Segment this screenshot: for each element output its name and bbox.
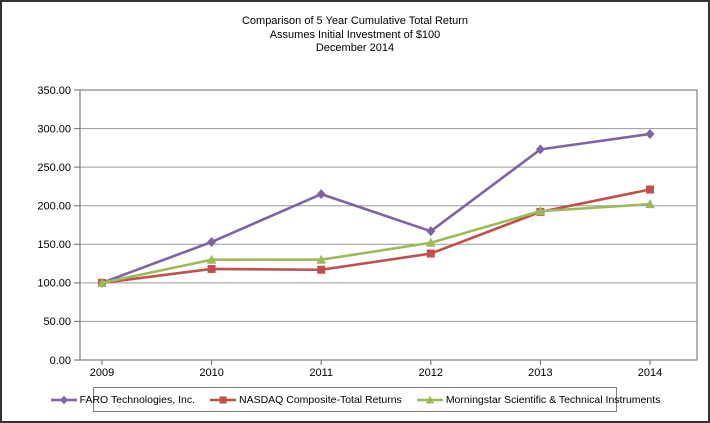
diamond-marker xyxy=(645,128,655,139)
y-tick-label: 0.00 xyxy=(50,355,71,367)
chart-title-line-2: Assumes Initial Investment of $100 xyxy=(269,28,441,41)
legend-item-0: FARO Technologies, Inc. xyxy=(50,394,195,406)
chart-title-block: Comparison of 5 Year Cumulative Total Re… xyxy=(2,15,708,56)
chart-title-line-1: Comparison of 5 Year Cumulative Total Re… xyxy=(241,15,469,27)
x-tick-label: 2009 xyxy=(90,367,114,379)
triangle-marker xyxy=(426,237,436,247)
legend-item-1: NASDAQ Composite-Total Returns xyxy=(209,394,402,406)
gridlines xyxy=(80,89,697,322)
legend-diamond-swatch-icon xyxy=(50,395,77,404)
legend-label: NASDAQ Composite-Total Returns xyxy=(239,393,402,406)
y-tick-label: 350.00 xyxy=(37,85,71,97)
square-marker xyxy=(646,185,654,194)
x-tick-label: 2012 xyxy=(419,367,443,379)
series-line-1 xyxy=(101,188,651,285)
series-line-0 xyxy=(101,132,651,285)
y-axis: 0.00 50.00 100.00 150.00 200.00 250.00 300.00 3… xyxy=(37,85,80,367)
diamond-marker xyxy=(316,189,326,200)
x-axis: 2009 2010 2011 2012 2013 2014 xyxy=(90,360,662,379)
y-tick-label: 250.00 xyxy=(37,162,71,174)
series-0 xyxy=(97,128,655,288)
square-marker xyxy=(317,265,326,274)
x-tick-label: 2010 xyxy=(199,367,223,379)
legend-item-2: Morningstar Scientific & Technical Instr… xyxy=(416,393,661,406)
legend-label: FARO Technologies, Inc. xyxy=(79,393,195,406)
legend-triangle-swatch-icon xyxy=(416,395,443,404)
square-marker xyxy=(426,249,435,258)
triangle-marker xyxy=(645,199,655,209)
y-tick-label: 300.00 xyxy=(37,123,71,135)
y-tick-label: 100.00 xyxy=(37,278,71,290)
diamond-marker xyxy=(426,226,436,237)
square-marker xyxy=(207,264,216,273)
series-2 xyxy=(97,199,655,287)
legend-square-swatch-icon xyxy=(210,395,236,404)
diamond-marker xyxy=(535,144,545,155)
plot-border xyxy=(79,89,698,361)
series-line-2 xyxy=(101,202,651,285)
legend-label: Morningstar Scientific & Technical Instr… xyxy=(445,393,661,406)
triangle-marker xyxy=(97,277,107,287)
triangle-marker xyxy=(316,254,326,264)
series-1 xyxy=(98,185,654,287)
triangle-marker xyxy=(535,206,546,216)
x-tick-label: 2013 xyxy=(528,367,552,379)
x-tick-label: 2011 xyxy=(309,367,333,379)
y-tick-label: 200.00 xyxy=(37,201,71,213)
diamond-marker xyxy=(207,236,217,247)
triangle-marker xyxy=(206,254,217,264)
y-tick-label: 150.00 xyxy=(37,239,71,251)
chart-legend: FARO Technologies, Inc. NASDAQ Composite-… xyxy=(50,387,660,412)
x-tick-label: 2014 xyxy=(638,367,662,379)
chart-title-line-3: December 2014 xyxy=(315,42,395,54)
y-tick-label: 50.00 xyxy=(43,316,71,328)
